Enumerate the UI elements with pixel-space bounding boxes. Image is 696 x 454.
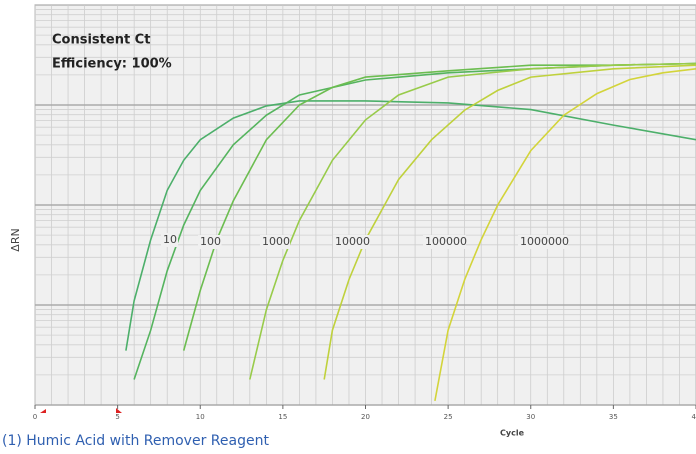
x-tick-label: 35 bbox=[609, 413, 618, 421]
series-label: 100 bbox=[200, 235, 221, 248]
baseline-marker bbox=[40, 409, 46, 413]
series-line bbox=[323, 64, 696, 380]
series-line bbox=[434, 68, 696, 402]
series-label: 10 bbox=[163, 233, 177, 246]
x-tick-label: 0 bbox=[33, 413, 37, 421]
y-axis-label: ΔRN bbox=[9, 228, 22, 251]
series-line bbox=[125, 100, 696, 351]
label-bg bbox=[333, 235, 370, 249]
series-line bbox=[249, 62, 696, 380]
annotation: Efficiency: 100% bbox=[52, 57, 172, 72]
x-tick-label: 30 bbox=[526, 413, 535, 421]
series-label: 1000000 bbox=[520, 235, 569, 248]
x-tick-label: 15 bbox=[278, 413, 287, 421]
x-tick-label: 40 bbox=[692, 413, 696, 421]
label-bg bbox=[161, 233, 178, 247]
x-tick-label: 10 bbox=[196, 413, 205, 421]
x-tick-label: 5 bbox=[115, 413, 119, 421]
series-label: 10000 bbox=[335, 235, 370, 248]
x-tick-label: 25 bbox=[444, 413, 453, 421]
baseline-marker bbox=[116, 408, 122, 413]
label-bg bbox=[423, 235, 466, 249]
grid bbox=[34, 5, 696, 406]
label-bg bbox=[198, 235, 222, 249]
series-label: 1000 bbox=[262, 235, 290, 248]
series-label: 100000 bbox=[425, 235, 467, 248]
annotation: Consistent Ct bbox=[52, 33, 150, 48]
label-bg bbox=[518, 235, 568, 249]
x-tick-label: 20 bbox=[361, 413, 370, 421]
x-axis-label: Cycle bbox=[500, 429, 525, 438]
caption: (1) Humic Acid with Remover Reagent bbox=[2, 433, 269, 449]
label-bg bbox=[260, 235, 290, 249]
